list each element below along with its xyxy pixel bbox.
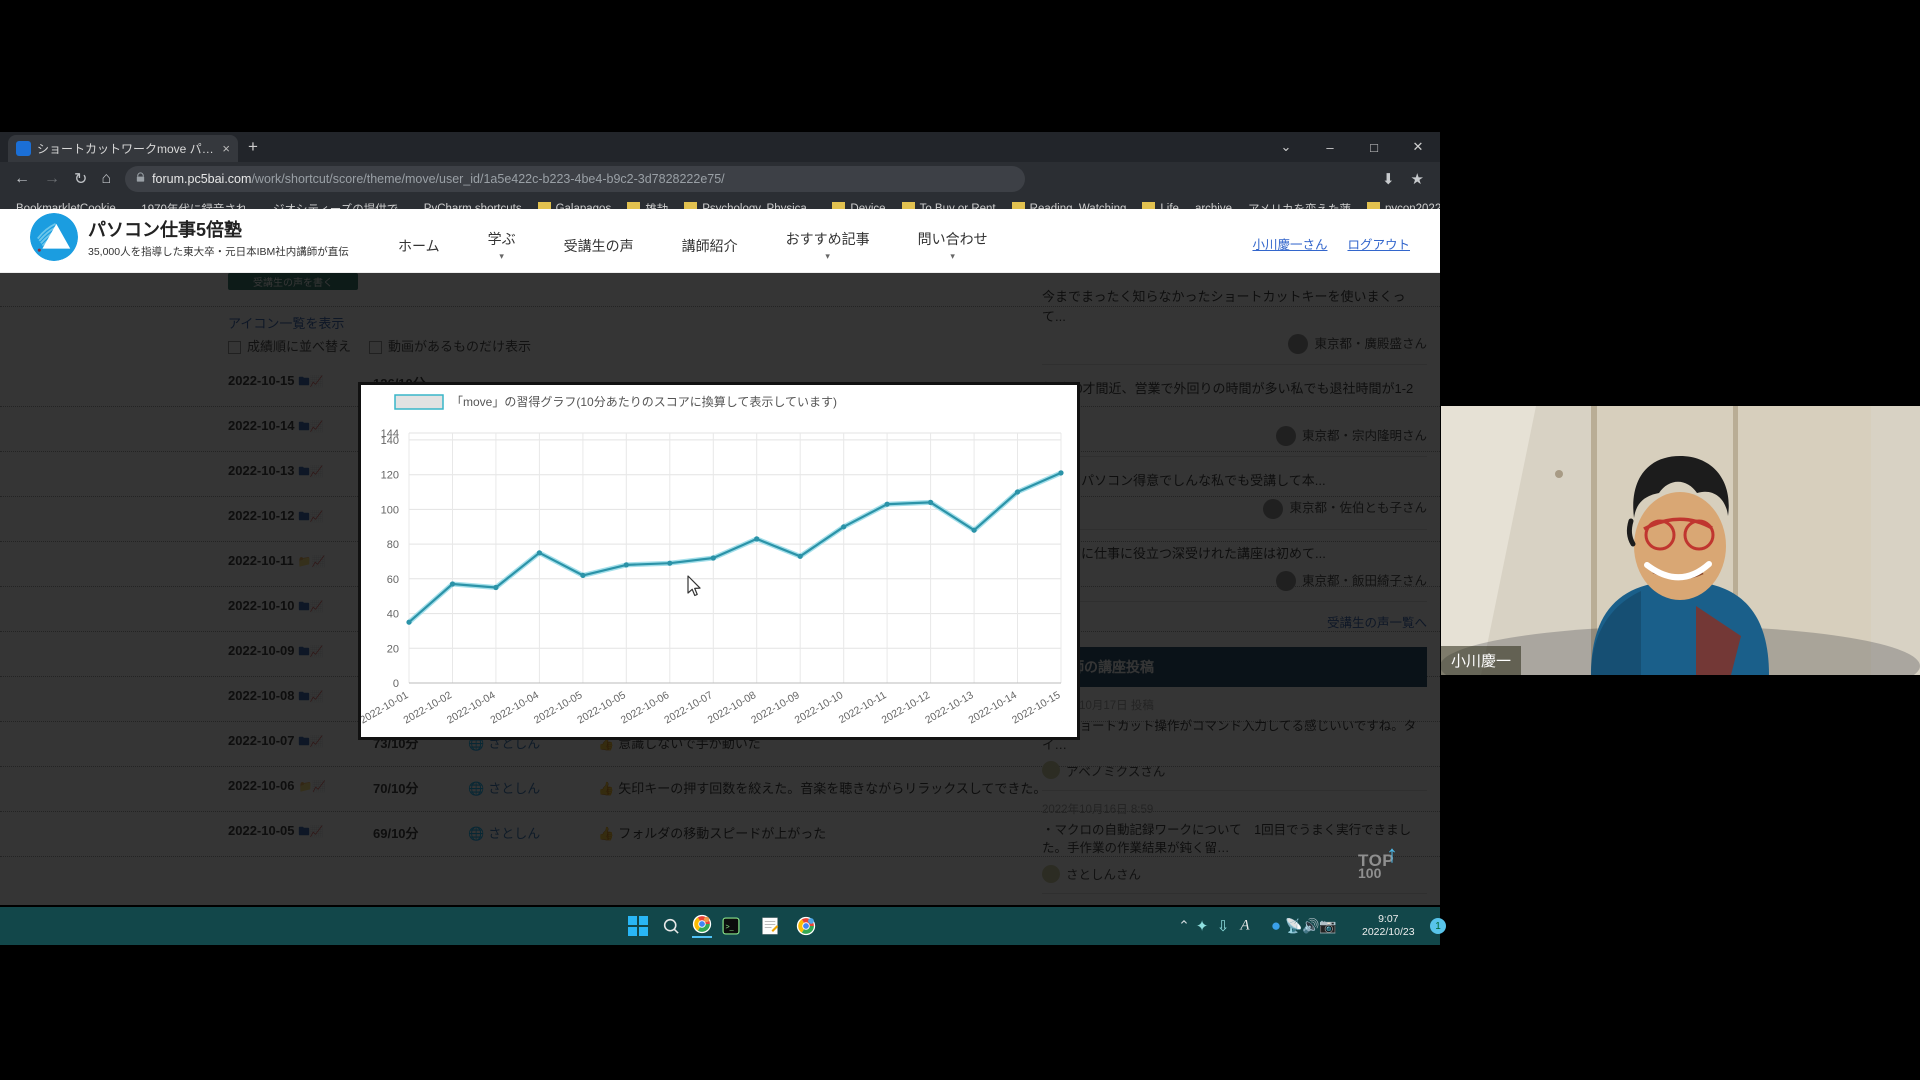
- svg-text:2022-10-12: 2022-10-12: [880, 689, 933, 726]
- svg-text:2022-10-15: 2022-10-15: [1010, 689, 1063, 726]
- svg-text:20: 20: [387, 643, 399, 655]
- svg-text:2022-10-05: 2022-10-05: [532, 689, 585, 726]
- svg-text:80: 80: [387, 539, 399, 551]
- svg-text:2022-10-06: 2022-10-06: [619, 689, 672, 726]
- svg-text:2022-10-11: 2022-10-11: [837, 689, 889, 726]
- svg-text:100: 100: [381, 504, 399, 516]
- svg-text:2022-10-10: 2022-10-10: [793, 689, 846, 726]
- svg-text:2022-10-04: 2022-10-04: [488, 689, 541, 726]
- svg-text:0: 0: [393, 678, 399, 690]
- svg-text:60: 60: [387, 574, 399, 586]
- svg-text:「move」の習得グラフ(10分あたりのスコアに換算して表示: 「move」の習得グラフ(10分あたりのスコアに換算して表示しています): [451, 394, 837, 409]
- svg-text:2022-10-09: 2022-10-09: [749, 689, 802, 726]
- svg-text:2022-10-02: 2022-10-02: [401, 689, 454, 726]
- svg-text:2022-10-05: 2022-10-05: [575, 689, 628, 726]
- svg-text:2022-10-13: 2022-10-13: [923, 689, 976, 726]
- svg-text:>_: >_: [725, 923, 734, 931]
- svg-text:144: 144: [381, 428, 399, 440]
- svg-text:2022-10-04: 2022-10-04: [445, 689, 498, 726]
- svg-text:40: 40: [387, 609, 399, 621]
- svg-text:2022-10-07: 2022-10-07: [662, 689, 715, 726]
- svg-text:2022-10-14: 2022-10-14: [966, 689, 1019, 726]
- svg-text:120: 120: [381, 470, 399, 482]
- svg-text:2022-10-08: 2022-10-08: [706, 689, 759, 726]
